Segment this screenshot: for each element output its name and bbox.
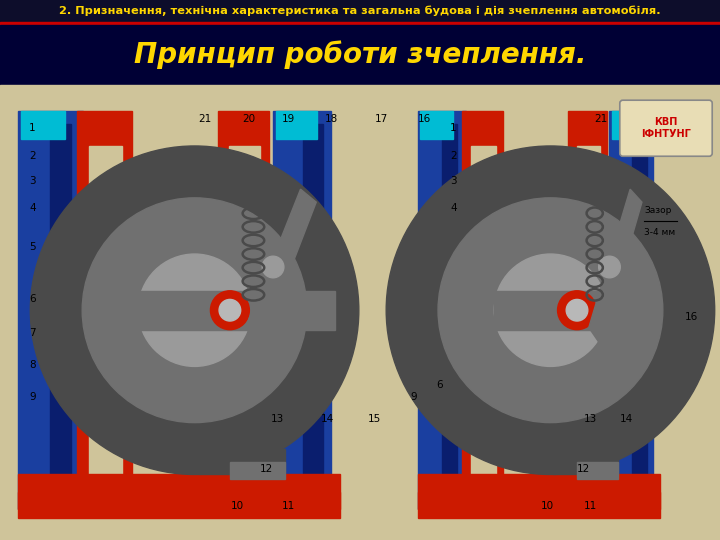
Bar (609, 111, 653, 509)
Text: 10: 10 (541, 501, 554, 511)
Bar (568, 111, 606, 509)
Bar (18, 111, 83, 509)
Text: 3: 3 (450, 176, 457, 186)
Text: 4: 4 (29, 203, 36, 213)
Text: 18: 18 (325, 114, 338, 124)
Circle shape (598, 256, 621, 278)
Text: 12: 12 (260, 464, 273, 475)
Text: 8: 8 (29, 360, 36, 370)
Bar (199, 449, 285, 475)
Text: 3: 3 (29, 176, 36, 186)
Text: 7: 7 (29, 328, 36, 338)
Text: 10: 10 (231, 501, 244, 511)
Circle shape (557, 291, 596, 330)
Text: 11: 11 (584, 501, 597, 511)
Bar (0, 22, 720, 25)
Bar (276, 481, 317, 505)
Text: 16: 16 (418, 114, 431, 124)
Bar (0, 0, 720, 22)
Text: 15: 15 (368, 414, 381, 424)
Bar (276, 111, 317, 139)
Text: 4: 4 (450, 203, 457, 213)
Text: 21: 21 (199, 114, 212, 124)
Bar (303, 124, 323, 496)
FancyBboxPatch shape (620, 100, 712, 156)
Bar (230, 462, 285, 479)
Text: 2: 2 (450, 151, 457, 160)
Text: 12: 12 (577, 464, 590, 475)
Text: 13: 13 (584, 414, 597, 424)
Text: 2. Призначення, технічна характеристика та загальна будова і дія зчеплення автом: 2. Призначення, технічна характеристика … (59, 6, 661, 16)
Bar (21, 111, 65, 139)
Bar (77, 111, 132, 509)
Bar (554, 449, 618, 475)
Bar (0, 25, 720, 85)
Text: 11: 11 (282, 501, 294, 511)
Bar (89, 146, 122, 475)
Bar (420, 481, 453, 505)
Bar (21, 481, 65, 505)
Text: 1: 1 (450, 123, 457, 133)
Circle shape (494, 254, 607, 367)
Bar (494, 291, 656, 330)
Circle shape (30, 146, 359, 475)
Text: 6: 6 (29, 294, 36, 304)
Bar (18, 492, 340, 518)
Text: 14: 14 (620, 414, 633, 424)
Bar (50, 124, 71, 496)
Bar (273, 111, 330, 509)
Bar (577, 462, 618, 479)
Bar (611, 481, 642, 505)
Circle shape (438, 198, 663, 423)
Text: 2: 2 (29, 151, 36, 160)
Text: 20: 20 (242, 114, 255, 124)
Text: 9: 9 (29, 392, 36, 402)
Text: Принцип роботи зчеплення.: Принцип роботи зчеплення. (134, 40, 586, 69)
Text: 6: 6 (436, 380, 443, 390)
Polygon shape (246, 189, 316, 345)
Circle shape (138, 254, 251, 367)
Bar (119, 291, 335, 330)
Circle shape (82, 198, 307, 423)
Bar (418, 111, 467, 509)
Bar (418, 475, 660, 509)
Bar (0, 85, 720, 540)
Bar (442, 124, 457, 496)
Circle shape (210, 291, 249, 330)
Text: 14: 14 (321, 414, 334, 424)
Text: 16: 16 (685, 312, 698, 322)
Bar (462, 111, 503, 509)
Bar (418, 492, 660, 518)
Polygon shape (589, 189, 642, 345)
Text: 3-4 мм: 3-4 мм (644, 228, 675, 238)
Circle shape (262, 256, 284, 278)
Circle shape (219, 299, 240, 321)
Circle shape (386, 146, 715, 475)
Text: 1: 1 (29, 123, 36, 133)
Bar (218, 111, 269, 509)
Text: 21: 21 (595, 114, 608, 124)
Bar (420, 111, 453, 139)
Bar (632, 124, 647, 496)
Text: Зазор: Зазор (644, 206, 672, 214)
Bar (230, 146, 260, 475)
Bar (577, 146, 600, 475)
Text: 9: 9 (410, 392, 418, 402)
Text: 17: 17 (375, 114, 388, 124)
Text: 19: 19 (282, 114, 294, 124)
Text: КВП
ІФНТУНГ: КВП ІФНТУНГ (641, 117, 691, 139)
Text: 5: 5 (29, 241, 36, 252)
Bar (471, 146, 496, 475)
Bar (611, 111, 642, 139)
Bar (18, 475, 340, 509)
Circle shape (566, 299, 588, 321)
Text: 13: 13 (271, 414, 284, 424)
